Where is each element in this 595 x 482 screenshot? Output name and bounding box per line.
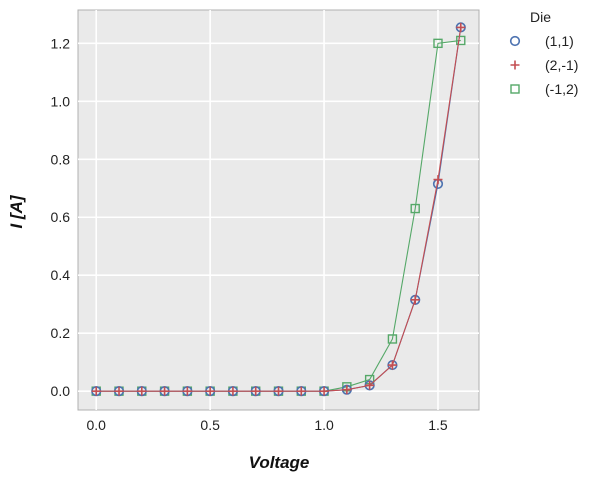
data-point <box>274 386 283 396</box>
legend-marker <box>509 35 521 47</box>
data-point <box>296 386 306 396</box>
data-point <box>456 22 466 32</box>
data-series <box>91 22 466 397</box>
x-tick-label: 1.5 <box>428 417 448 433</box>
data-point <box>137 386 147 396</box>
data-point <box>387 360 397 370</box>
y-tick-label: 0.4 <box>51 267 71 283</box>
x-tick-label: 0.5 <box>200 417 220 433</box>
data-point <box>91 386 101 396</box>
data-point <box>205 386 215 396</box>
legend-item: (1,1) <box>509 33 574 49</box>
data-point <box>387 334 398 344</box>
legend-item: (2,-1) <box>510 57 578 73</box>
data-point <box>410 203 420 214</box>
data-point <box>456 35 466 46</box>
data-point <box>433 175 443 185</box>
x-axis-title: Voltage <box>249 453 310 472</box>
x-axis-ticks: 0.0 0.5 1.0 1.5 <box>86 417 447 433</box>
legend-label: (2,-1) <box>545 57 578 73</box>
x-tick-label: 1.0 <box>314 417 334 433</box>
data-point <box>365 380 375 390</box>
data-point <box>342 385 352 395</box>
legend-label: (-1,2) <box>545 81 578 97</box>
y-tick-label: 0.6 <box>51 209 71 225</box>
x-tick-label: 0.0 <box>86 417 106 433</box>
legend: Die (1,1) (2,-1) (-1,2) <box>509 9 578 97</box>
y-tick-label: 1.2 <box>51 35 71 51</box>
data-point <box>114 386 124 396</box>
data-point <box>182 386 192 396</box>
data-point <box>160 386 170 396</box>
y-axis-title: I [A] <box>7 194 26 228</box>
legend-item: (-1,2) <box>510 81 578 97</box>
data-point <box>410 295 420 305</box>
legend-title: Die <box>530 9 551 25</box>
legend-label: (1,1) <box>545 33 574 49</box>
plot-area <box>77 9 480 411</box>
grid-lines <box>78 10 479 410</box>
y-axis-ticks: 0.0 0.2 0.4 0.6 0.8 1.0 1.2 <box>51 35 71 399</box>
legend-marker <box>510 84 520 94</box>
y-tick-label: 1.0 <box>51 93 71 109</box>
data-point <box>433 38 443 49</box>
series-1 <box>91 22 466 396</box>
y-tick-label: 0.8 <box>51 151 71 167</box>
data-point <box>228 386 238 396</box>
y-tick-label: 0.0 <box>51 383 71 399</box>
data-point <box>319 386 329 396</box>
y-tick-label: 0.2 <box>51 325 71 341</box>
data-point <box>251 386 261 396</box>
legend-marker <box>510 60 520 70</box>
